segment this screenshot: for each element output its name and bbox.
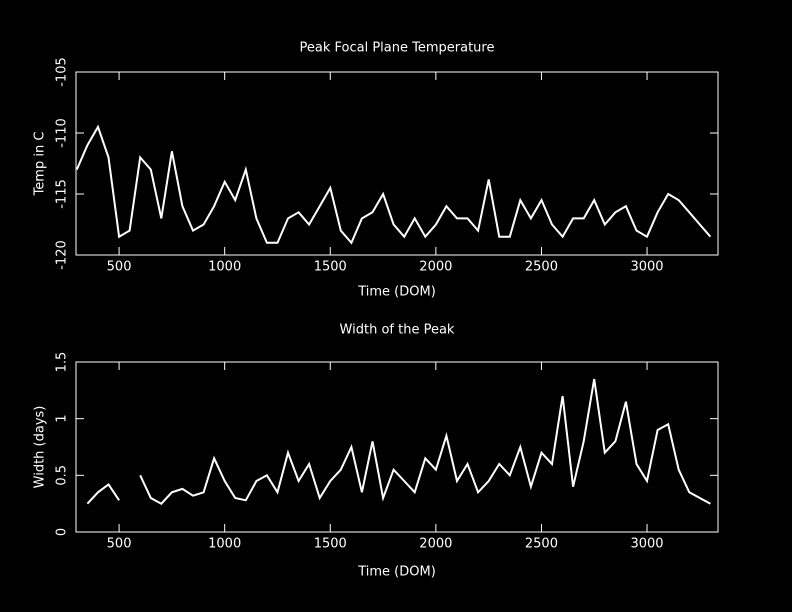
y-tick-label: 0.5 <box>55 465 70 486</box>
data-line <box>86 378 711 505</box>
x-tick-label: 1000 <box>208 260 241 275</box>
y-tick-label: -115 <box>55 179 70 209</box>
x-tick-label: 3000 <box>630 537 663 552</box>
x-tick-label: 1000 <box>208 537 241 552</box>
y-tick-label: 1.5 <box>55 352 70 373</box>
x-axis-label: Time (DOM) <box>357 565 436 580</box>
y-axis-label: Temp in C <box>33 132 48 197</box>
x-tick-label: 2000 <box>419 537 452 552</box>
x-tick-label: 2500 <box>525 260 558 275</box>
x-tick-label: 2000 <box>419 260 452 275</box>
x-tick-label: 3000 <box>630 260 663 275</box>
y-tick-label: -105 <box>55 57 70 87</box>
y-tick-label: 0 <box>55 528 70 536</box>
y-tick-label: 1 <box>55 415 70 423</box>
x-tick-label: 500 <box>107 260 132 275</box>
x-tick-label: 2500 <box>525 537 558 552</box>
x-axis-label: Time (DOM) <box>357 285 436 300</box>
chart-title: Width of the Peak <box>340 323 455 338</box>
x-tick-label: 500 <box>107 537 132 552</box>
x-tick-label: 1500 <box>314 260 347 275</box>
y-tick-label: -120 <box>55 240 70 270</box>
plot-frame <box>75 361 719 533</box>
x-tick-label: 1500 <box>314 537 347 552</box>
plot-frame <box>75 71 719 256</box>
chart-title: Peak Focal Plane Temperature <box>300 41 495 56</box>
y-tick-label: -110 <box>55 118 70 148</box>
data-line <box>75 124 712 245</box>
y-axis-label: Width (days) <box>33 406 48 489</box>
